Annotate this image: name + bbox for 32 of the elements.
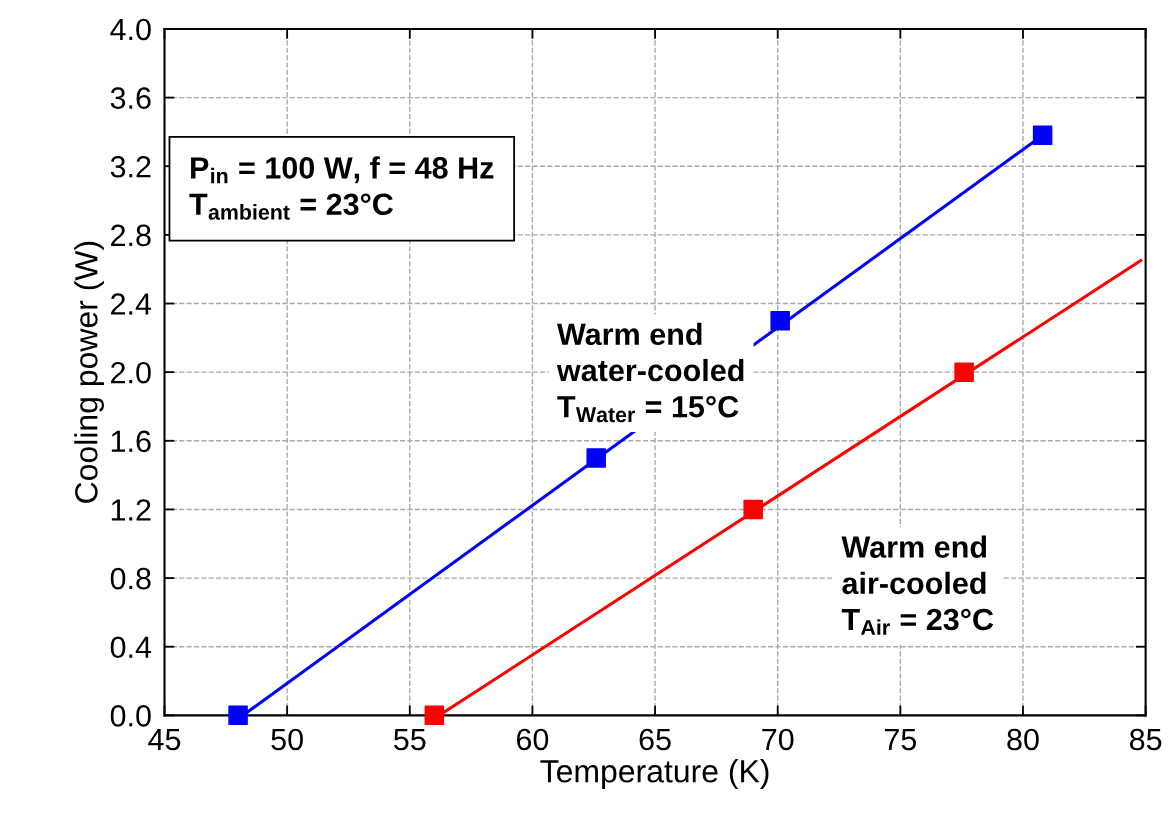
x-tick-label: 80 — [1007, 728, 1039, 751]
x-tick-label: 70 — [762, 728, 794, 751]
x-tick-label: 85 — [1129, 728, 1162, 751]
y-axis-title: Cooling power (W) — [74, 241, 104, 503]
point — [424, 705, 445, 726]
x-tick-label: 60 — [516, 728, 549, 751]
annotation: Warm end water-cooled T$_{Water}$ = 15°C — [556, 322, 744, 423]
point — [743, 499, 763, 520]
annotation: Warm end air-cooled T$_{Air}$ = 23°C — [841, 535, 994, 635]
y-tick-label: 1.2 — [111, 499, 151, 521]
y-tick-label: 0.0 — [110, 705, 151, 727]
x-tick-label: 55 — [394, 728, 426, 751]
y-tick-label: 0.8 — [110, 567, 151, 590]
point — [228, 705, 248, 726]
y-tick-label: 4.0 — [110, 18, 151, 41]
point — [770, 310, 790, 331]
y-tick-label: 3.6 — [110, 87, 151, 109]
annotation: P$_{in}$ = 100 W, f = 48 Hz T$_{ambient}$ = 23°C — [189, 156, 494, 220]
y-tick-label: 2.0 — [111, 361, 151, 384]
x-tick-label: 65 — [639, 728, 671, 751]
x-tick-label: 75 — [884, 728, 917, 751]
x-axis-title: Temperature (K) — [540, 759, 769, 789]
y-tick-label: 3.2 — [110, 155, 151, 178]
y-tick-label: 2.4 — [111, 293, 152, 315]
y-tick-label: 0.4 — [110, 636, 152, 659]
point — [1032, 125, 1053, 146]
point — [954, 362, 974, 382]
y-tick-label: 2.8 — [111, 224, 151, 247]
x-tick-label: 45 — [148, 728, 181, 751]
y-tick-label: 1.6 — [111, 430, 151, 453]
point — [586, 448, 606, 468]
x-tick-label: 50 — [271, 728, 303, 751]
